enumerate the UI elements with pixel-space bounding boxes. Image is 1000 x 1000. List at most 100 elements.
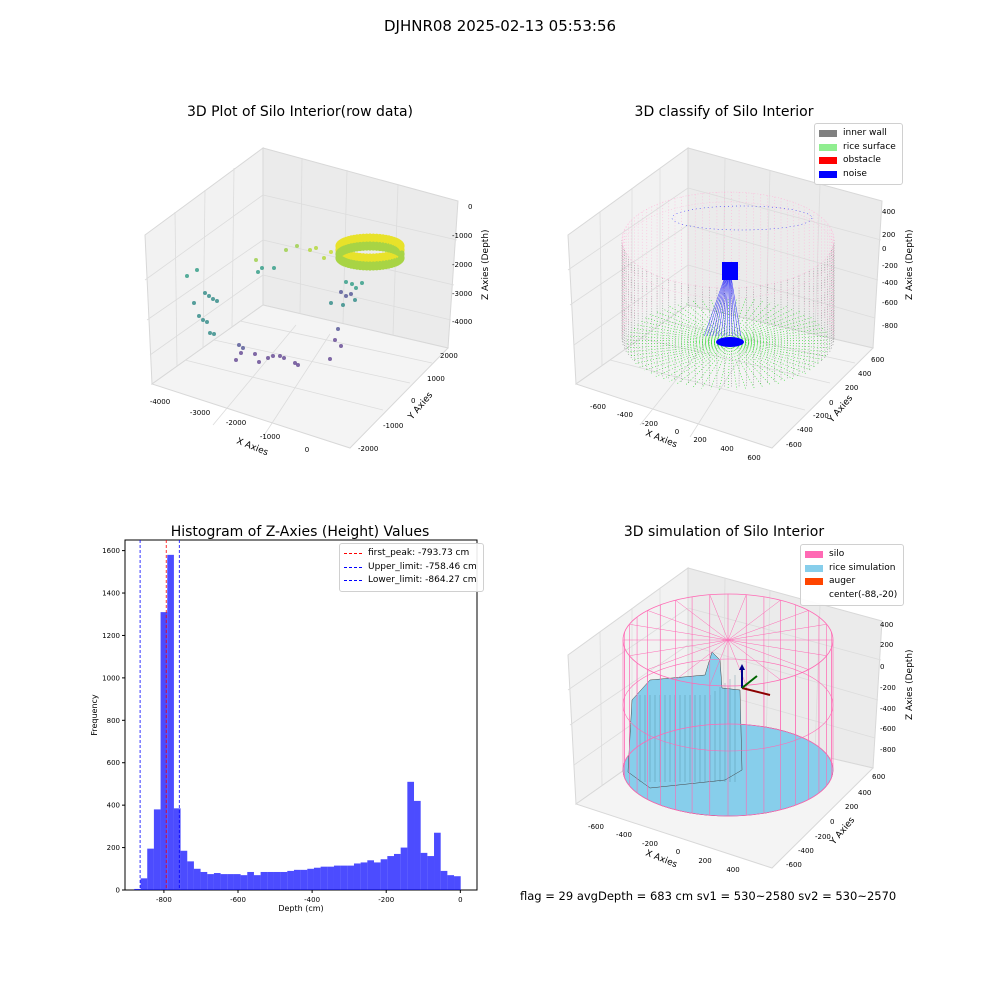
z-tick: -3000 bbox=[452, 290, 472, 298]
rice-surface-ray bbox=[629, 331, 731, 343]
noise-points bbox=[671, 205, 813, 347]
legend-swatch bbox=[819, 143, 837, 151]
z-tick: -400 bbox=[880, 705, 896, 713]
silo-roof-line bbox=[647, 639, 729, 670]
x-axis-label: Depth (cm) bbox=[278, 904, 323, 913]
histogram-bar bbox=[267, 871, 274, 890]
z-tick: 0 bbox=[468, 203, 472, 211]
data-point bbox=[322, 256, 326, 260]
rice-surface-ray bbox=[626, 339, 731, 343]
legend-item: inner wall bbox=[819, 127, 896, 141]
z-tick: -400 bbox=[882, 279, 898, 287]
silo-top-rim bbox=[621, 191, 835, 289]
x-tick: 200 bbox=[693, 436, 706, 444]
noise-streak bbox=[704, 279, 724, 337]
rice-surface-ray bbox=[729, 341, 738, 390]
rice-surface-ray bbox=[701, 299, 731, 343]
histogram-bar bbox=[193, 868, 201, 890]
y-tick: -600 bbox=[786, 441, 802, 449]
y-tick: 400 bbox=[858, 789, 871, 797]
rice-surface-ray bbox=[729, 303, 780, 343]
histogram-bar bbox=[280, 871, 288, 890]
data-point bbox=[399, 254, 405, 260]
rice-surface-points bbox=[625, 297, 831, 391]
histogram-bar bbox=[247, 871, 254, 890]
z-tick: 0 bbox=[880, 663, 884, 671]
histogram-bar bbox=[447, 875, 455, 890]
x-tick: 400 bbox=[720, 445, 733, 453]
silo-roof-line bbox=[727, 639, 747, 686]
histogram-bar bbox=[253, 875, 261, 890]
y-tick: -600 bbox=[786, 861, 802, 869]
data-point bbox=[341, 303, 345, 307]
y-tick-label: 200 bbox=[107, 844, 120, 852]
y-tick: 0 bbox=[830, 818, 834, 826]
noise-streak bbox=[730, 279, 739, 337]
noise-streak bbox=[726, 279, 729, 337]
data-point bbox=[185, 274, 189, 278]
x-tick-label: -600 bbox=[230, 896, 246, 904]
noise-arc bbox=[671, 205, 813, 231]
y-tick: -400 bbox=[798, 847, 814, 855]
histogram-bar bbox=[440, 870, 448, 890]
legend-swatch bbox=[805, 564, 823, 572]
histogram-bar bbox=[207, 874, 214, 890]
data-point bbox=[192, 301, 196, 305]
legend-label: noise bbox=[843, 168, 867, 179]
rice-surface-ray bbox=[662, 341, 731, 380]
y-axis-ticks: 0 200 400 600 800 1000 1200 1400 1600 bbox=[102, 547, 125, 895]
y-tick-label: 400 bbox=[107, 802, 120, 810]
rice-surface-ray bbox=[676, 341, 731, 385]
auger-axis-y bbox=[741, 675, 758, 689]
z-tick: -2000 bbox=[452, 261, 472, 269]
x-tick: 0 bbox=[675, 428, 679, 436]
data-point bbox=[295, 244, 299, 248]
histogram-bar bbox=[160, 612, 168, 890]
histogram-bar bbox=[220, 874, 228, 890]
y-tick: 400 bbox=[858, 370, 871, 378]
x-tick: 0 bbox=[305, 446, 309, 454]
x-tick: -3000 bbox=[190, 409, 210, 417]
histogram-bar bbox=[240, 875, 248, 890]
histogram-bar bbox=[340, 865, 348, 890]
rice-surface-ray bbox=[692, 341, 731, 388]
x-tick: -600 bbox=[588, 823, 604, 831]
histogram-bar bbox=[327, 866, 334, 890]
histogram-bar bbox=[394, 853, 401, 890]
legend-swatch bbox=[805, 551, 823, 559]
silo-roof-line bbox=[727, 639, 809, 670]
panel2-title: 3D classify of Silo Interior bbox=[634, 104, 814, 120]
histogram-bars bbox=[134, 554, 461, 890]
data-point bbox=[203, 291, 207, 295]
y-tick: 200 bbox=[845, 803, 858, 811]
rice-surface-ray bbox=[655, 311, 731, 343]
silo-roof-line bbox=[629, 624, 729, 641]
data-point bbox=[314, 246, 318, 250]
data-point bbox=[336, 327, 340, 331]
classify-3d-plot: -600 -400 -200 0 200 400 600 600 400 200… bbox=[567, 147, 915, 462]
z-tick: 0 bbox=[882, 245, 886, 253]
histogram-bar bbox=[153, 809, 161, 890]
rice-surface-ray bbox=[676, 303, 731, 343]
noise-streak bbox=[718, 279, 727, 337]
x-tick: 400 bbox=[726, 866, 739, 874]
noise-streak bbox=[730, 279, 736, 337]
legend-item: noise bbox=[819, 168, 896, 182]
y-tick-label: 1400 bbox=[102, 590, 120, 598]
rice-surface-ray bbox=[627, 341, 731, 353]
noise-streak bbox=[709, 279, 726, 337]
x-tick: -600 bbox=[590, 403, 606, 411]
legend-label: Lower_limit: -864.27 cm bbox=[368, 575, 477, 585]
y-axis-label: Frequency bbox=[90, 694, 99, 736]
z-axis-label: Z Axies (Depth) bbox=[905, 649, 915, 720]
y-tick-label: 600 bbox=[107, 759, 120, 767]
status-line: flag = 29 avgDepth = 683 cm sv1 = 530~25… bbox=[520, 889, 897, 903]
data-point bbox=[296, 363, 300, 367]
x-tick: -1000 bbox=[260, 433, 280, 441]
legend-swatch bbox=[344, 553, 362, 555]
histogram-bar bbox=[360, 862, 368, 890]
histogram-bar bbox=[347, 865, 354, 890]
silo-roof-line bbox=[727, 624, 827, 641]
rice-surface-ray bbox=[729, 341, 772, 386]
silo-roof-line bbox=[675, 599, 729, 641]
